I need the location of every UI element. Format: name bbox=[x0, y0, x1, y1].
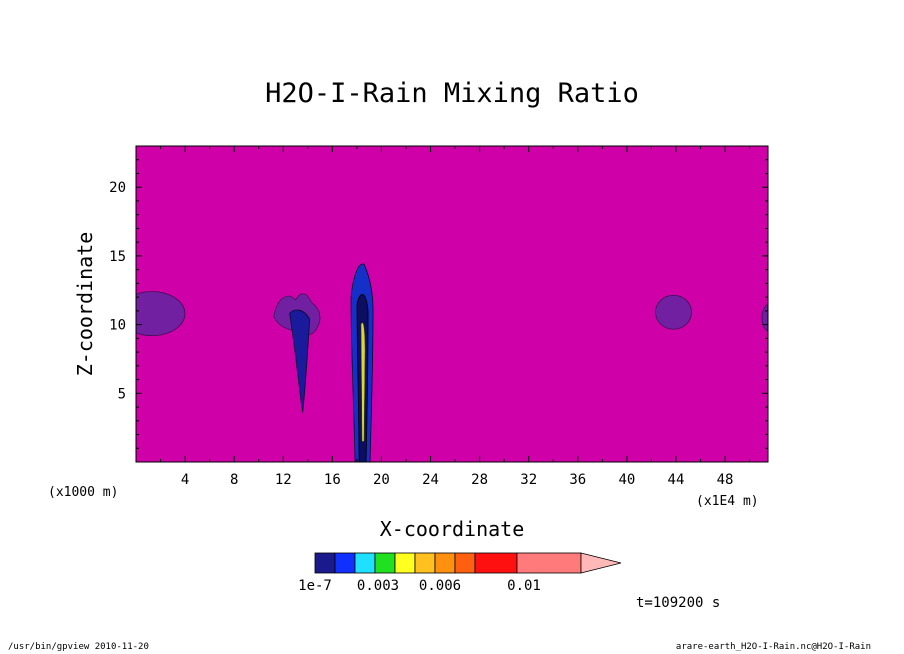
x-tick-label: 8 bbox=[230, 472, 238, 488]
colorbar-tick-label: 0.003 bbox=[357, 578, 399, 594]
colorbar-tick-labels: 1e-7 0.003 0.006 0.01 bbox=[298, 578, 541, 594]
rain-cell-18-core bbox=[360, 322, 366, 442]
x-tick-label: 44 bbox=[668, 472, 685, 488]
x-tick-label: 4 bbox=[181, 472, 189, 488]
footer-left: /usr/bin/gpview 2010-11-20 bbox=[8, 642, 149, 652]
rain-cell-right-edge bbox=[761, 303, 768, 332]
x-tick-label: 12 bbox=[275, 472, 292, 488]
x-tick-label: 36 bbox=[569, 472, 586, 488]
time-label: t=109200 s bbox=[636, 595, 720, 611]
colorbar-extend-arrow bbox=[580, 552, 622, 574]
colorbar-segment bbox=[394, 552, 416, 574]
colorbar-tick-label: 1e-7 bbox=[298, 578, 332, 594]
y-tick-label: 15 bbox=[109, 249, 126, 265]
chart-title: H2O-I-Rain Mixing Ratio bbox=[265, 78, 639, 109]
x-tick-label: 40 bbox=[618, 472, 635, 488]
x-axis-ticks: 4 8 12 16 20 24 28 32 36 40 44 48 bbox=[160, 146, 751, 488]
colorbar-segment bbox=[374, 552, 396, 574]
x-tick-label: 16 bbox=[324, 472, 341, 488]
y-tick-label: 20 bbox=[109, 180, 126, 196]
colorbar bbox=[314, 552, 622, 574]
rain-cell-13-column bbox=[289, 309, 311, 413]
y-axis-ticks: 5 10 15 20 bbox=[109, 159, 768, 449]
x-tick-label: 20 bbox=[373, 472, 390, 488]
y-axis-unit: (x1000 m) bbox=[48, 485, 118, 500]
x-tick-label: 28 bbox=[471, 472, 488, 488]
colorbar-segment bbox=[354, 552, 376, 574]
y-axis-label: Z-coordinate bbox=[73, 232, 97, 377]
y-tick-label: 5 bbox=[118, 386, 126, 402]
rain-cell-left-edge bbox=[136, 291, 186, 337]
rain-cells bbox=[136, 263, 768, 462]
rain-cell-44 bbox=[655, 294, 692, 330]
colorbar-tick-label: 0.01 bbox=[507, 578, 541, 594]
colorbar-segment bbox=[516, 552, 582, 574]
colorbar-segment bbox=[314, 552, 336, 574]
colorbar-segment bbox=[334, 552, 356, 574]
colorbar-segment bbox=[434, 552, 456, 574]
x-tick-label: 48 bbox=[717, 472, 734, 488]
y-tick-label: 10 bbox=[109, 318, 126, 334]
x-axis-unit: (x1E4 m) bbox=[696, 494, 759, 509]
colorbar-segment bbox=[474, 552, 518, 574]
footer-right: arare-earth_H2O-I-Rain.nc@H2O-I-Rain bbox=[675, 642, 871, 652]
colorbar-segment bbox=[454, 552, 476, 574]
plot-frame bbox=[135, 145, 769, 463]
x-tick-label: 24 bbox=[422, 472, 439, 488]
x-tick-label: 32 bbox=[520, 472, 537, 488]
colorbar-segment bbox=[414, 552, 436, 574]
colorbar-tick-label: 0.006 bbox=[419, 578, 461, 594]
x-axis-label: X-coordinate bbox=[380, 517, 525, 541]
plot-area bbox=[135, 145, 769, 463]
